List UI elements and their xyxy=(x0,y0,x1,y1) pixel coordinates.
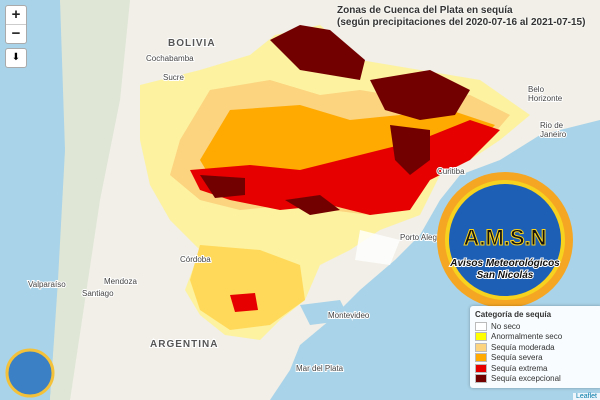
no-drought xyxy=(355,230,400,265)
legend-item: Sequía severa xyxy=(475,353,597,364)
country-label: ARGENTINA xyxy=(150,339,218,350)
rio-de-la-plata xyxy=(300,300,350,325)
city-label: Montevideo xyxy=(328,311,370,320)
drought-exceptional xyxy=(370,70,470,120)
legend-swatch xyxy=(475,321,487,331)
legend-item: Sequía excepcional xyxy=(475,374,597,385)
title: Zonas de Cuenca del Plata en sequía xyxy=(337,5,513,16)
legend-title: Categoría de sequía xyxy=(475,310,552,319)
drought-extreme xyxy=(230,293,258,312)
legend-item: No seco xyxy=(475,321,597,332)
city-label: Córdoba xyxy=(180,255,211,264)
drought-exceptional xyxy=(390,125,430,175)
drought-exceptional xyxy=(200,175,245,198)
download-button[interactable]: ⬇ xyxy=(5,48,27,68)
map-title: Zonas de Cuenca del Plata en sequía (seg… xyxy=(337,5,585,29)
city-label: Curitiba xyxy=(437,167,465,176)
logo-initials: A.M.S.N xyxy=(463,225,546,250)
city-label: Sucre xyxy=(163,73,184,82)
city-label: Santiago xyxy=(82,289,114,298)
country-label: BOLIVIA xyxy=(168,38,216,49)
drought-exceptional xyxy=(270,25,365,80)
legend-label: Anormalmente seco xyxy=(491,332,563,342)
logo-text: Avisos Meteorológicos xyxy=(449,258,560,269)
logo-disc xyxy=(445,180,565,300)
legend-item: Sequía moderada xyxy=(475,342,597,353)
city-label: Rio de xyxy=(540,121,564,130)
attribution[interactable]: Leaflet xyxy=(572,393,600,400)
city-label: Mar del Plata xyxy=(296,364,344,373)
legend-swatch xyxy=(475,332,487,342)
city-label: Porto Alegre xyxy=(400,233,445,242)
city-label: Horizonte xyxy=(528,94,563,103)
subtitle: (según precipitaciones del 2020-07-16 al… xyxy=(337,17,586,28)
pacific xyxy=(0,0,70,400)
legend-label: Sequía moderada xyxy=(491,342,555,352)
legend-label: Sequía extrema xyxy=(491,363,548,373)
secondary-logo xyxy=(5,348,55,398)
legend: Categoría de sequía No seco Anormalmente … xyxy=(470,306,600,388)
zoom-control: + − xyxy=(5,5,27,44)
zoom-out-button[interactable]: − xyxy=(11,25,21,42)
city-label: Valparaíso xyxy=(28,280,66,289)
city-label: Belo xyxy=(528,85,545,94)
zoom-in-button[interactable]: + xyxy=(6,6,26,25)
legend-swatch xyxy=(475,342,487,352)
legend-label: No seco xyxy=(491,321,521,331)
legend-swatch xyxy=(475,353,487,363)
legend-label: Sequía severa xyxy=(491,353,543,363)
city-label: Janeiro xyxy=(540,130,567,139)
drought-area xyxy=(190,245,305,330)
legend-item: Anormalmente seco xyxy=(475,332,597,343)
legend-item: Sequía extrema xyxy=(475,363,597,374)
drought-exceptional xyxy=(285,195,340,215)
andes xyxy=(50,0,130,400)
legend-swatch xyxy=(475,363,487,373)
amsn-logo: A.M.S.N Avisos Meteorológicos San Nicolá… xyxy=(437,172,573,308)
logo-text: San Nicolás xyxy=(477,270,534,281)
legend-label: Sequía excepcional xyxy=(491,374,561,384)
legend-swatch xyxy=(475,374,487,384)
city-label: Cochabamba xyxy=(146,54,194,63)
city-label: Mendoza xyxy=(104,277,137,286)
